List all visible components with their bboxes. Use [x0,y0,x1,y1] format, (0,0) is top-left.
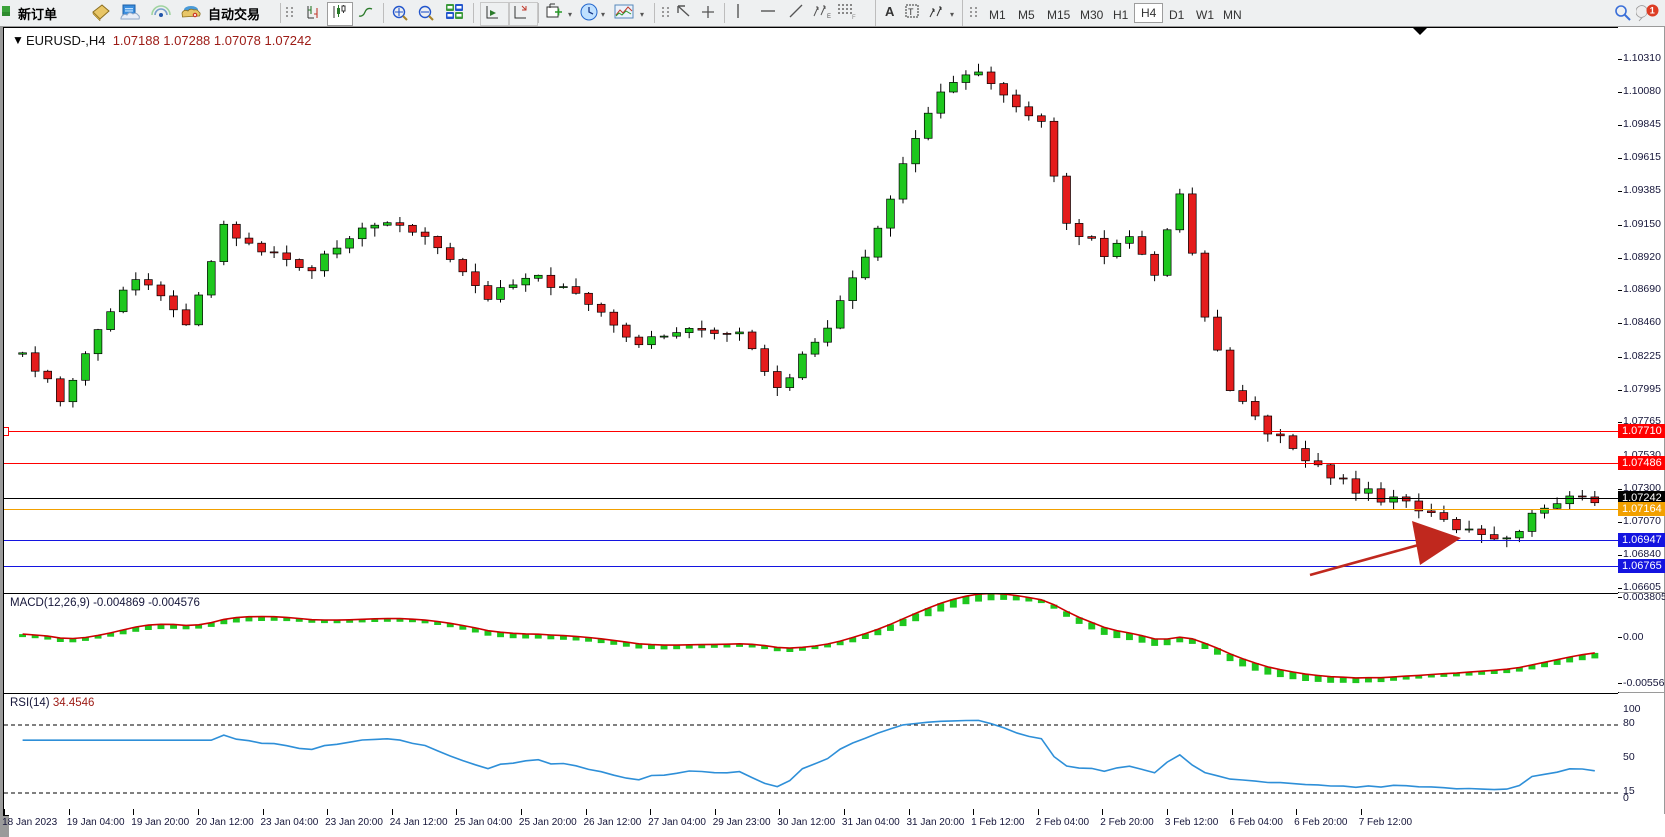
svg-text:1: 1 [1650,5,1655,15]
svg-text:T: T [908,7,914,17]
svg-text:F: F [852,15,856,20]
svg-text:A: A [885,4,895,19]
svg-text:E: E [827,14,831,19]
